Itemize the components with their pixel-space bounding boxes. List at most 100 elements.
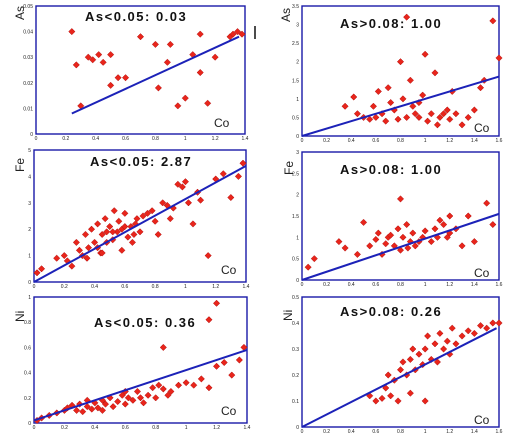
data-point [196,69,204,77]
data-point [53,254,61,262]
data-point [144,209,152,217]
data-point [124,233,132,241]
y-tick-labels: 0 0.5 1 1.5 2 2.5 3 [292,150,299,284]
data-point [99,58,107,66]
data-point [154,84,162,92]
data-point [419,91,427,99]
data-point [159,343,167,351]
panel-title: As<0.05: 0.36 [94,315,196,330]
data-point [483,324,491,332]
data-point [196,30,204,38]
y-tick-labels: 0 0.01 0.02 0.03 0.04 0.05 [23,4,33,138]
data-point [205,316,213,324]
data-point [220,358,228,367]
panel-as-low: As<0.05: 0.03 As Co 0 0.2 0.4 0.6 0.8 1 1.2 1.4… [13,4,256,142]
data-point [121,223,129,231]
fit-line [33,164,247,283]
data-point [159,199,167,207]
data-point [136,228,144,236]
data-point [403,113,411,121]
panel-ni-high: As>0.08: 0.26 Ni Co 0 0.2 0.4 0.6 0.8 1 1.2 1.4… [281,295,503,435]
data-point [372,397,380,405]
data-point [184,199,193,207]
data-point [178,183,186,191]
x-tick-label: 0.2 [61,425,68,431]
panel-as-high: As>0.08: 1.00 As Co 0 0.2 0.4 0.6 0.8 1 1.2 1.4… [279,4,503,144]
data-point [424,332,432,340]
data-point [458,242,466,250]
data-point [366,115,374,123]
y-tick-label: 2 [296,193,299,199]
x-tick-label: 0.6 [121,284,128,290]
data-point [387,99,395,107]
y-tick-labels: 0 0.5 1 1.5 2 2.5 3 3.5 [292,4,299,140]
x-tick-label: 0.6 [372,429,379,435]
x-tick-label: 1 [184,284,187,290]
x-tick-label: 0.6 [372,138,379,144]
x-axis-label: Co [474,266,490,280]
x-axis-label: Co [214,116,230,130]
x-tick-label: 0.8 [152,284,159,290]
data-point [122,74,130,82]
y-tick-label: 0.8 [24,320,31,326]
data-point [396,195,405,203]
y-tick-label: 3.5 [292,4,299,10]
data-point [470,329,478,337]
x-tick-label: 0.8 [397,282,404,288]
data-point [335,238,343,246]
data-point [110,207,118,215]
data-point [341,102,349,110]
data-point [489,220,497,229]
data-point [458,121,466,129]
data-point [38,265,46,273]
x-tick-label: 0.2 [323,429,330,435]
panel-ni-low: As<0.05: 0.36 Ni Co 0 0.2 0.4 0.6 0.8 1 1.2 1.4… [13,295,251,431]
y-tick-labels: 0 0.2 0.4 0.6 0.8 1 [24,295,31,427]
data-point [399,95,407,103]
data-point [406,355,414,363]
data-point [81,230,90,239]
data-point [139,399,148,407]
data-point [98,249,106,257]
data-point [72,61,80,69]
data-point [144,391,152,399]
fit-line [301,75,500,137]
data-point [404,244,412,252]
y-tick-label: 0.05 [23,4,33,10]
panel-title: As<0.05: 2.87 [90,154,192,169]
data-point [374,229,382,237]
y-tick-label: 0.2 [24,396,31,402]
data-point [136,394,145,402]
x-tick-label: 0 [301,429,304,435]
data-point [189,220,197,228]
data-point [151,217,159,225]
data-point [174,180,182,188]
data-point [443,337,451,345]
y-tick-label: 0 [30,132,33,138]
data-point [421,345,429,353]
data-point [372,235,380,244]
data-point [464,212,472,220]
fit-line [301,327,497,428]
data-point [458,332,466,340]
x-tick-label: 1.4 [471,282,478,288]
data-point [382,117,390,125]
x-tick-label: 0.6 [122,136,129,142]
data-point [72,238,80,246]
y-tick-label: 5 [28,148,31,154]
data-point [350,93,358,101]
data-point [109,228,117,236]
data-point [403,220,411,229]
data-point [378,394,386,402]
data-point [470,238,478,246]
plot-frame [33,296,248,424]
data-point [483,199,491,207]
x-tick-label: 1 [424,138,427,144]
data-point [133,387,142,396]
data-point [107,81,115,89]
y-axis-label: Ni [281,310,295,321]
x-axis-label: Co [221,404,237,418]
data-point [79,408,87,416]
data-point [107,51,115,59]
data-point [181,178,189,186]
